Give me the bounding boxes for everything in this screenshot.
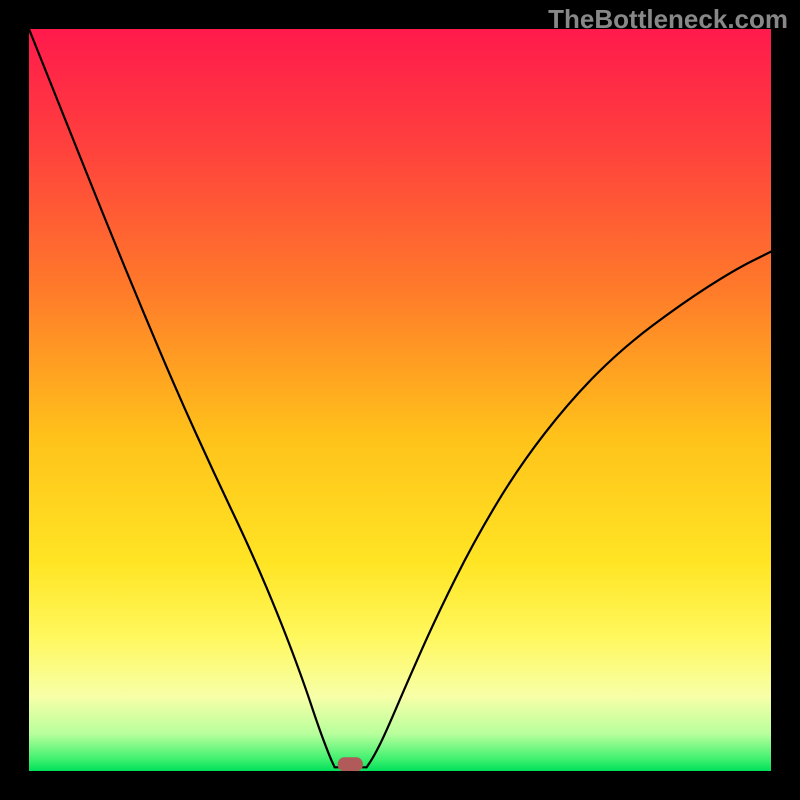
gradient-background	[29, 29, 771, 771]
chart-container: TheBottleneck.com	[0, 0, 800, 800]
valley-marker	[338, 757, 363, 771]
plot-area	[29, 29, 771, 771]
chart-svg	[29, 29, 771, 771]
